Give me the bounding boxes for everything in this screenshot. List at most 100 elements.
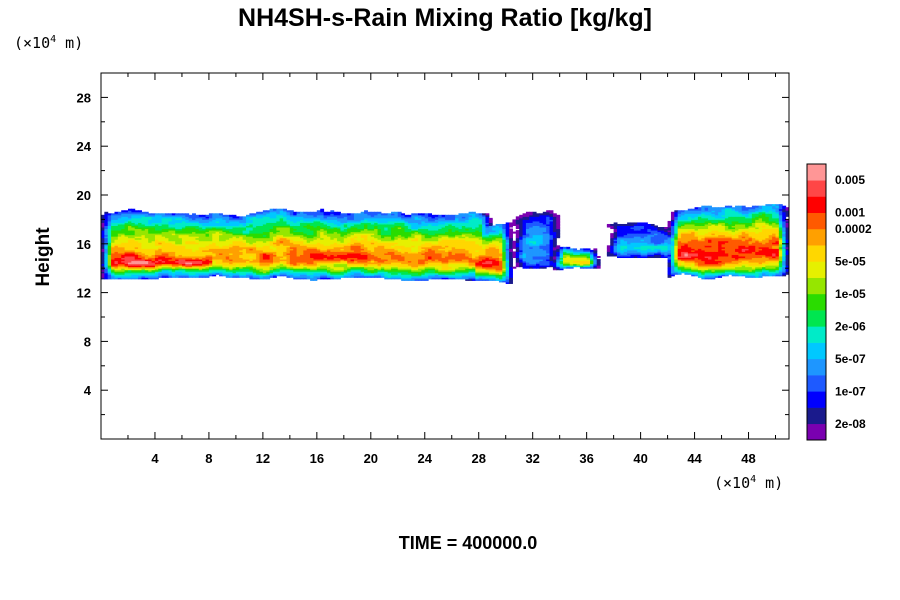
heatmap-cell — [384, 269, 389, 272]
heatmap-cell — [299, 214, 304, 217]
heatmap-cell — [121, 216, 126, 219]
heatmap-cell — [178, 223, 183, 226]
heatmap-cell — [232, 245, 237, 248]
heatmap-cell — [475, 234, 480, 237]
heatmap-cell — [394, 260, 399, 263]
heatmap-cell — [107, 252, 112, 255]
heatmap-cell — [421, 275, 426, 278]
heatmap-cell — [185, 252, 190, 255]
heatmap-cell — [380, 216, 385, 219]
heatmap-cell — [202, 262, 207, 265]
heatmap-cell — [424, 263, 429, 266]
heatmap-cell — [424, 223, 429, 226]
heatmap-cell — [175, 222, 180, 225]
heatmap-cell — [256, 220, 261, 223]
heatmap-cell — [374, 256, 379, 259]
heatmap-cell — [347, 265, 352, 268]
heatmap-cell — [154, 251, 159, 254]
heatmap-cell — [205, 220, 210, 223]
heatmap-cell — [320, 274, 325, 277]
heatmap-cell — [397, 233, 402, 236]
heatmap-cell — [485, 265, 490, 268]
heatmap-cell — [256, 245, 261, 248]
heatmap-cell — [421, 246, 426, 249]
heatmap-cell — [397, 231, 402, 234]
heatmap-cell — [289, 213, 294, 216]
heatmap-cell — [161, 263, 166, 266]
heatmap-cell — [283, 214, 287, 217]
heatmap-cell — [168, 243, 173, 246]
heatmap-cell — [239, 234, 244, 237]
heatmap-cell — [235, 275, 240, 278]
heatmap-cell — [249, 227, 254, 230]
heatmap-cell — [246, 225, 250, 228]
heatmap-cell — [222, 271, 227, 274]
heatmap-cell — [188, 262, 193, 265]
heatmap-cell — [394, 220, 399, 223]
heatmap-cell — [225, 222, 230, 225]
heatmap-cell — [148, 249, 153, 252]
heatmap-cell — [269, 227, 274, 230]
heatmap-cell — [124, 251, 129, 254]
heatmap-cell — [404, 225, 409, 228]
heatmap-cell — [441, 240, 446, 243]
heatmap-cell — [364, 265, 368, 268]
heatmap-cell — [471, 260, 476, 263]
heatmap-cell — [323, 237, 328, 240]
heatmap-cell — [178, 236, 183, 239]
heatmap-cell — [161, 216, 166, 219]
heatmap-cell — [104, 219, 109, 222]
heatmap-cell — [293, 222, 298, 225]
heatmap-cell — [222, 233, 227, 236]
heatmap-cell — [360, 263, 365, 266]
heatmap-cell — [181, 222, 186, 225]
heatmap-cell — [188, 272, 193, 275]
heatmap-cell — [414, 257, 419, 260]
heatmap-cell — [458, 233, 463, 236]
heatmap-cell — [367, 228, 372, 231]
heatmap-cell — [229, 222, 234, 225]
heatmap-cell — [461, 217, 466, 220]
heatmap-cell — [134, 228, 139, 231]
heatmap-cell — [178, 227, 183, 230]
heatmap-cell — [313, 236, 318, 239]
heatmap-cell — [198, 265, 203, 268]
heatmap-cell — [401, 269, 406, 272]
heatmap-cell — [158, 233, 163, 236]
heatmap-cell — [266, 222, 271, 225]
heatmap-cell — [235, 243, 240, 246]
heatmap-cell — [320, 208, 325, 211]
heatmap-cell — [364, 237, 368, 240]
heatmap-cell — [198, 234, 203, 237]
heatmap-cell — [134, 217, 139, 220]
heatmap-cell — [320, 246, 325, 249]
heatmap-cell — [485, 248, 490, 251]
heatmap-cell — [364, 268, 368, 271]
heatmap-cell — [178, 246, 183, 249]
heatmap-cell — [360, 262, 365, 265]
heatmap-cell — [323, 259, 328, 262]
heatmap-cell — [340, 249, 345, 252]
heatmap-cell — [350, 251, 355, 254]
heatmap-cell — [374, 228, 379, 231]
heatmap-cell — [337, 275, 341, 278]
heatmap-cell — [195, 225, 200, 228]
heatmap-cell — [455, 219, 459, 222]
heatmap-cell — [380, 233, 385, 236]
heatmap-cell — [343, 242, 348, 245]
heatmap-cell — [259, 228, 264, 231]
heatmap-cell — [323, 227, 328, 230]
heatmap-cell — [299, 219, 304, 222]
heatmap-cell — [185, 256, 190, 259]
heatmap-cell — [229, 231, 234, 234]
heatmap-cell — [127, 251, 132, 254]
heatmap-cell — [306, 234, 311, 237]
heatmap-cell — [114, 245, 119, 248]
heatmap-cell — [283, 223, 287, 226]
heatmap-cell — [343, 237, 348, 240]
heatmap-cell — [421, 266, 426, 269]
heatmap-cell — [252, 236, 257, 239]
heatmap-cell — [411, 225, 416, 228]
heatmap-cell — [225, 236, 230, 239]
heatmap-cell — [208, 268, 213, 271]
